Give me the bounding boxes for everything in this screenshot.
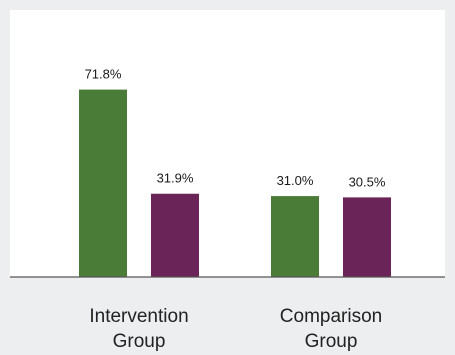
value-labels-group: 71.8% 31.0% 31.9% 30.5%: [85, 67, 386, 190]
category-labels-group: Intervention Group Comparison Group: [89, 306, 382, 352]
bar-1-comparison-group: [271, 196, 319, 277]
value-label-1-comparison-group: 31.0%: [277, 173, 314, 188]
value-label-2-intervention-group: 31.9%: [157, 171, 194, 186]
value-label-2-comparison-group: 30.5%: [349, 174, 386, 189]
category-label-comparison-group: Comparison Group: [280, 306, 382, 352]
bars-group: [79, 89, 391, 278]
bar-1-intervention-group: [79, 89, 127, 278]
bar-2-comparison-group: [343, 197, 391, 277]
value-label-1-intervention-group: 71.8%: [85, 67, 122, 82]
category-label-intervention-group: Intervention Group: [89, 306, 188, 352]
bar-2-intervention-group: [151, 193, 199, 277]
